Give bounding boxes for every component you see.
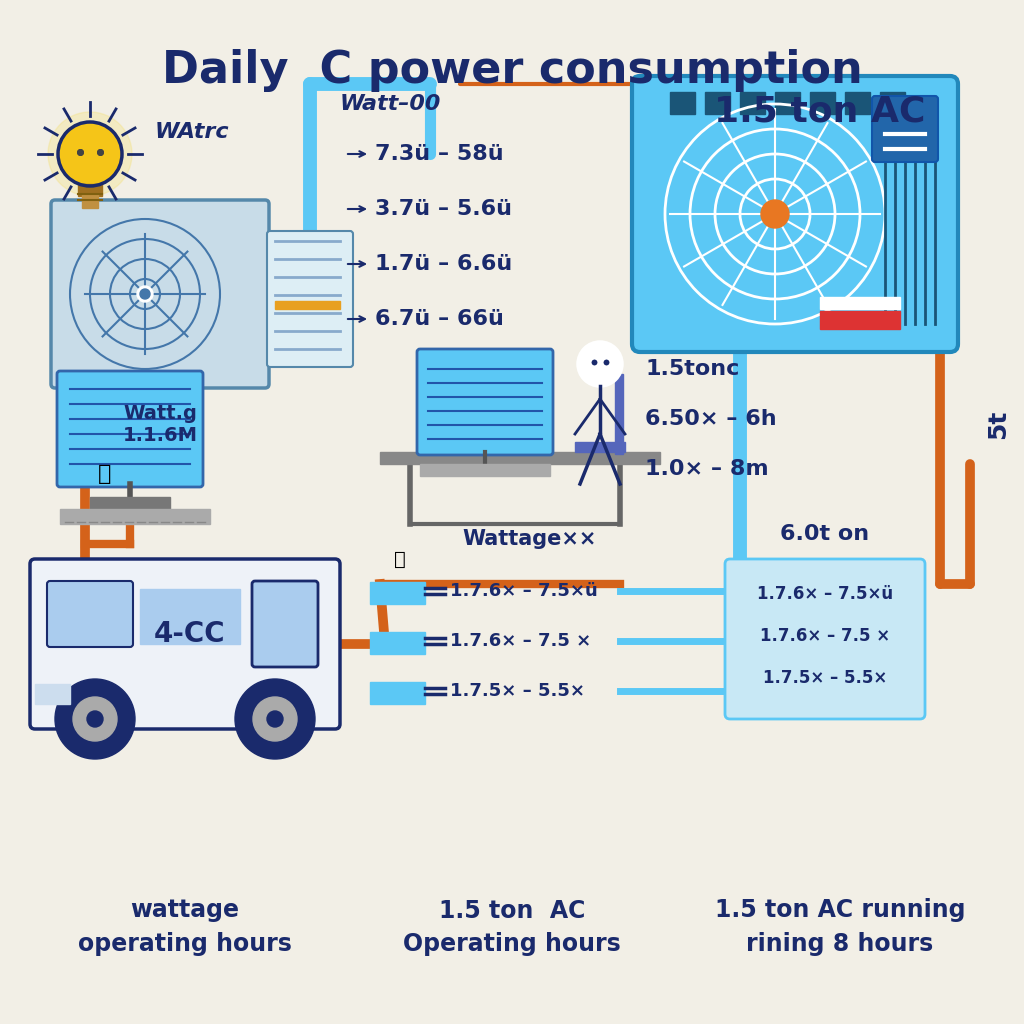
- Text: 1.7.5× – 5.5×: 1.7.5× – 5.5×: [450, 682, 585, 700]
- Bar: [370, 682, 425, 705]
- Circle shape: [140, 289, 150, 299]
- Text: 3.7ü – 5.6ü: 3.7ü – 5.6ü: [375, 199, 512, 219]
- Text: 1.7.6× – 7.5×ü: 1.7.6× – 7.5×ü: [450, 582, 598, 600]
- Text: 6.0t on: 6.0t on: [780, 524, 869, 544]
- FancyBboxPatch shape: [51, 200, 269, 388]
- Text: Daily  C power consumption: Daily C power consumption: [162, 49, 862, 92]
- Text: 1.5 ton  AC
Operating hours: 1.5 ton AC Operating hours: [403, 898, 621, 956]
- Text: 1.7.6× – 7.5 ×: 1.7.6× – 7.5 ×: [760, 627, 890, 645]
- Circle shape: [87, 711, 103, 727]
- Text: 1.7.5× – 5.5×: 1.7.5× – 5.5×: [763, 669, 887, 687]
- Bar: [380, 452, 660, 464]
- Bar: [670, 92, 695, 114]
- Text: 💧: 💧: [394, 550, 406, 568]
- Circle shape: [137, 286, 153, 302]
- FancyBboxPatch shape: [417, 349, 553, 455]
- Text: 6.7ü – 66ü: 6.7ü – 66ü: [375, 309, 504, 329]
- Text: 6.50× – 6h: 6.50× – 6h: [645, 409, 776, 429]
- Bar: [90, 497, 170, 509]
- Bar: [78, 184, 102, 196]
- Text: 7.3ü – 58ü: 7.3ü – 58ü: [375, 144, 504, 164]
- Bar: [575, 442, 625, 452]
- Circle shape: [267, 711, 283, 727]
- Bar: [420, 464, 550, 476]
- Circle shape: [73, 697, 117, 741]
- FancyBboxPatch shape: [30, 559, 340, 729]
- Bar: [370, 632, 425, 654]
- Text: Wattage××: Wattage××: [463, 529, 597, 549]
- Bar: [275, 301, 340, 309]
- Circle shape: [253, 697, 297, 741]
- Text: Watt.g
1.1.6M: Watt.g 1.1.6M: [123, 404, 198, 445]
- FancyBboxPatch shape: [252, 581, 318, 667]
- Circle shape: [234, 679, 315, 759]
- Bar: [82, 194, 98, 208]
- Bar: [35, 684, 70, 705]
- Circle shape: [58, 122, 122, 186]
- Circle shape: [761, 200, 790, 228]
- Text: 1.7.6× – 7.5×ü: 1.7.6× – 7.5×ü: [757, 585, 893, 603]
- Bar: [705, 92, 730, 114]
- Bar: [775, 92, 800, 114]
- Text: 1.0× – 8m: 1.0× – 8m: [645, 459, 769, 479]
- Text: wattage
operating hours: wattage operating hours: [78, 898, 292, 956]
- Bar: [845, 92, 870, 114]
- Bar: [810, 92, 835, 114]
- Text: 1.5 ton AC running
rining 8 hours: 1.5 ton AC running rining 8 hours: [715, 898, 966, 956]
- Bar: [60, 509, 210, 524]
- FancyBboxPatch shape: [725, 559, 925, 719]
- Bar: [140, 589, 240, 644]
- Text: 1.5 ton AC: 1.5 ton AC: [715, 94, 926, 128]
- Text: Watt–00: Watt–00: [340, 94, 441, 114]
- Text: 4-CC: 4-CC: [155, 620, 226, 648]
- Bar: [880, 92, 905, 114]
- Text: 1.7ü – 6.6ü: 1.7ü – 6.6ü: [375, 254, 512, 274]
- Bar: [615, 374, 623, 454]
- Text: 1.5tonc: 1.5tonc: [645, 359, 739, 379]
- FancyBboxPatch shape: [267, 231, 353, 367]
- Text: 🔘: 🔘: [98, 464, 112, 484]
- Circle shape: [55, 679, 135, 759]
- Circle shape: [578, 342, 622, 386]
- Bar: [820, 311, 900, 329]
- Bar: [370, 582, 425, 604]
- Bar: [740, 92, 765, 114]
- Text: WAtrc: WAtrc: [155, 122, 229, 142]
- FancyBboxPatch shape: [47, 581, 133, 647]
- FancyBboxPatch shape: [57, 371, 203, 487]
- Bar: [820, 297, 900, 309]
- FancyBboxPatch shape: [872, 96, 938, 162]
- Text: 1.7.6× – 7.5 ×: 1.7.6× – 7.5 ×: [450, 632, 591, 650]
- FancyBboxPatch shape: [632, 76, 958, 352]
- Text: 5t: 5t: [986, 410, 1010, 438]
- Circle shape: [48, 112, 132, 196]
